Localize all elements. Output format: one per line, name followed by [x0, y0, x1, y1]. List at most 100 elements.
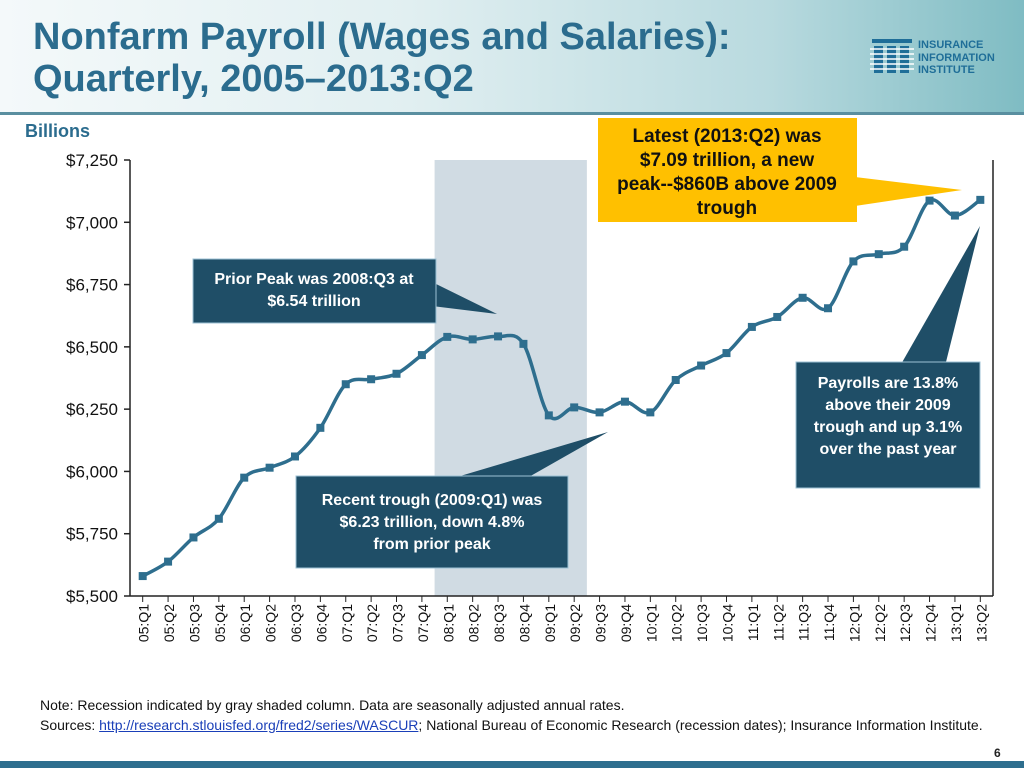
logo-line-2: INFORMATION	[918, 51, 995, 64]
x-tick-label: 08:Q2	[466, 604, 482, 642]
data-point	[138, 572, 147, 581]
x-tick-label: 11:Q2	[770, 604, 786, 641]
data-point	[874, 250, 883, 259]
y-axis-label: Billions	[25, 121, 90, 141]
x-tick-label: 09:Q1	[542, 604, 558, 642]
data-point	[824, 304, 833, 313]
y-tick-label: $7,250	[66, 151, 118, 170]
x-tick-label: 12:Q1	[846, 604, 862, 642]
data-point	[494, 332, 503, 341]
x-tick-label: 05:Q1	[136, 604, 152, 642]
x-tick-label: 11:Q1	[745, 604, 761, 641]
trough-callout-box	[295, 475, 569, 569]
title-line-2: Quarterly, 2005–2013:Q2	[33, 58, 474, 100]
y-tick-label: $6,250	[66, 400, 118, 419]
data-point	[290, 452, 299, 461]
sources-link[interactable]: http://research.stlouisfed.org/fred2/ser…	[99, 717, 419, 733]
latest-callout-box	[598, 118, 857, 222]
latest-callout-text-line: Latest (2013:Q2) was	[632, 126, 821, 147]
data-point	[468, 335, 477, 344]
x-tick-label: 10:Q3	[694, 604, 710, 642]
x-tick-label: 10:Q4	[719, 604, 735, 642]
data-point	[849, 257, 858, 266]
growth-callout-pointer	[900, 226, 980, 366]
x-tick-label: 07:Q4	[415, 604, 431, 642]
growth-callout-text: Payrolls are 13.8% above their 2009 trough…	[814, 375, 962, 458]
logo-line-1: INSURANCE	[918, 39, 984, 51]
data-point	[595, 408, 604, 417]
x-tick-label: 07:Q3	[390, 604, 406, 642]
data-point	[417, 351, 426, 360]
y-tick-label: $5,500	[66, 587, 118, 606]
x-tick-label: 09:Q4	[618, 604, 634, 642]
trough-callout-text: Recent trough (2009:Q1) was $6.23 trillio…	[322, 492, 543, 553]
prior-peak-callout-box	[192, 258, 437, 324]
recession-note: Note: Recession indicated by gray shaded…	[40, 697, 625, 713]
trough-callout-text-line: from prior peak	[373, 536, 490, 553]
x-tick-label: 10:Q1	[643, 604, 659, 642]
data-point	[747, 322, 756, 331]
x-tick-label: 11:Q4	[821, 604, 837, 641]
data-point	[189, 533, 198, 542]
prior-peak-callout-text-line: $6.54 trillion	[267, 293, 360, 310]
x-tick-label: 12:Q2	[872, 604, 888, 642]
logo-text: INSURANCE INFORMATION INSTITUTE	[918, 39, 995, 77]
data-point	[265, 463, 274, 472]
x-tick-label: 06:Q3	[288, 604, 304, 642]
x-tick-label: 09:Q2	[567, 604, 583, 642]
data-point	[443, 332, 452, 341]
logo-line-3: INSTITUTE	[918, 64, 975, 76]
data-point	[240, 473, 249, 482]
sources-prefix: Sources:	[40, 717, 100, 733]
sources-note: Sources: http://research.stlouisfed.org/…	[40, 717, 1000, 734]
iii-logo-mark-icon	[870, 39, 914, 73]
data-point	[798, 293, 807, 302]
sources-suffix: ; National Bureau of Economic Research (…	[418, 717, 983, 733]
series-line	[141, 198, 982, 578]
prior-peak-callout-text-line: Prior Peak was 2008:Q3 at	[214, 271, 414, 288]
x-tick-label: 05:Q4	[212, 604, 228, 642]
data-point	[214, 514, 223, 523]
y-tick-label: $5,750	[66, 525, 118, 544]
trough-callout-text-line: Recent trough (2009:Q1) was	[322, 492, 543, 509]
growth-callout-box	[795, 361, 981, 489]
data-point	[341, 380, 350, 389]
header-rule	[0, 112, 1024, 115]
data-point	[544, 411, 553, 420]
page-number: 6	[994, 746, 1001, 760]
x-tick-label: 12:Q3	[897, 604, 913, 642]
x-tick-label: 09:Q3	[593, 604, 609, 642]
latest-callout-text-line: $7.09 trillion, a new	[640, 150, 814, 171]
x-tick-label: 07:Q2	[364, 604, 380, 642]
data-point	[671, 375, 680, 384]
data-point	[164, 557, 173, 566]
prior-peak-callout-pointer	[432, 282, 497, 314]
data-point	[950, 211, 959, 220]
data-point	[367, 375, 376, 384]
latest-callout-text-line: trough	[697, 198, 757, 219]
growth-callout-text-line: over the past year	[820, 441, 957, 458]
y-tick-label: $7,000	[66, 213, 118, 232]
x-tick-label: 06:Q4	[313, 604, 329, 642]
y-tick-label: $6,750	[66, 276, 118, 295]
growth-callout-text-line: trough and up 3.1%	[814, 419, 962, 436]
footer-bar	[0, 761, 1024, 768]
x-tick-label: 11:Q3	[796, 604, 812, 641]
latest-callout-pointer	[855, 177, 962, 206]
x-tick-label: 12:Q4	[923, 604, 939, 642]
data-point	[316, 423, 325, 432]
x-tick-label: 13:Q1	[948, 604, 964, 642]
title-line-1: Nonfarm Payroll (Wages and Salaries):	[33, 16, 731, 58]
header-band	[0, 0, 1024, 112]
x-tick-label: 08:Q4	[516, 604, 532, 642]
x-tick-label: 08:Q3	[491, 604, 507, 642]
x-tick-label: 05:Q3	[186, 604, 202, 642]
chart-notes: Note: Recession indicated by gray shaded…	[40, 697, 1000, 737]
data-point	[900, 242, 909, 251]
x-tick-label: 06:Q2	[263, 604, 279, 642]
data-point	[925, 196, 934, 205]
data-point	[697, 361, 706, 370]
growth-callout-text-line: Payrolls are 13.8%	[818, 375, 959, 392]
x-tick-label: 06:Q1	[237, 604, 253, 642]
